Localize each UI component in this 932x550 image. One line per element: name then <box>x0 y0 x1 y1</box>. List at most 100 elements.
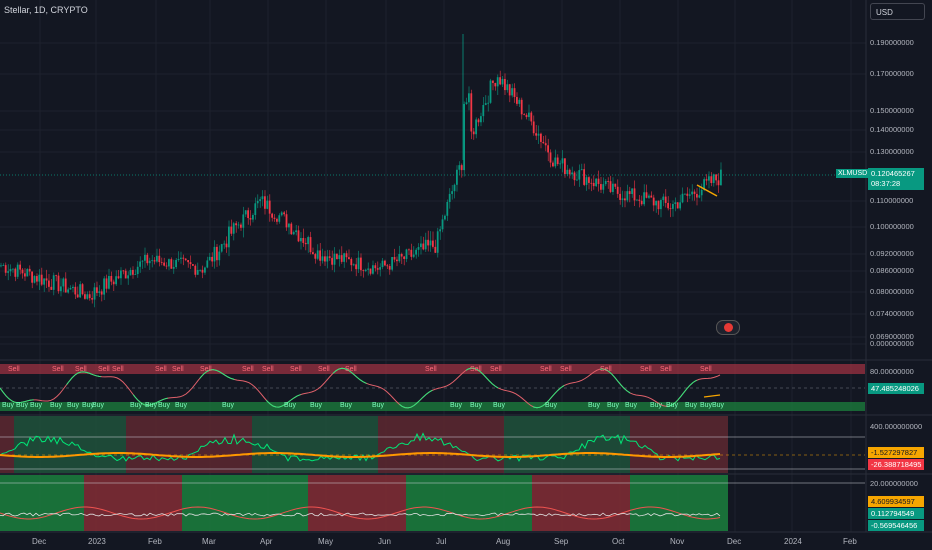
sell-signal-label: Sell <box>262 366 274 373</box>
osc2-bg-block <box>98 416 112 473</box>
sell-signal-label: Sell <box>98 366 110 373</box>
osc3-bg-block <box>630 475 644 531</box>
candle-body <box>513 88 516 97</box>
candle-body <box>482 104 485 117</box>
candle-body <box>619 193 621 200</box>
candle-body <box>120 270 122 279</box>
candle-body <box>624 198 626 201</box>
time-axis-label: Mar <box>202 537 216 546</box>
osc3-bg-block <box>504 475 518 531</box>
sell-signal-label: Sell <box>425 366 437 373</box>
osc3-bg-block <box>574 475 588 531</box>
tradingview-logo-icon[interactable] <box>716 320 740 335</box>
osc2-bg-block <box>378 416 392 473</box>
candle-body <box>592 182 595 187</box>
candle-body <box>261 196 264 200</box>
candle-body <box>88 294 91 299</box>
candle-body <box>144 254 146 261</box>
osc2-bg-block <box>238 416 252 473</box>
candle-body <box>588 177 590 183</box>
candle-body <box>607 180 609 182</box>
candle-body <box>374 265 377 269</box>
candle-body <box>516 96 518 104</box>
candle-body <box>266 200 269 209</box>
candle-body <box>348 257 350 259</box>
candle-body <box>259 199 261 201</box>
buy-signal-label: Buy <box>67 402 80 409</box>
candle-body <box>696 193 698 198</box>
candle-body <box>602 184 605 190</box>
candle-body <box>254 203 257 216</box>
candle-body <box>396 259 398 262</box>
osc3-bg-block <box>378 475 392 531</box>
currency-button[interactable]: USD <box>870 3 925 20</box>
candle-body <box>326 256 329 262</box>
candle-body <box>645 192 648 198</box>
candle-body <box>508 84 511 96</box>
osc2-bg-block <box>518 416 532 473</box>
candle-body <box>650 195 653 198</box>
candle-body <box>168 259 170 267</box>
candle-body <box>148 260 151 264</box>
osc2-bg-block <box>84 416 98 473</box>
candle-body <box>331 257 333 265</box>
time-axis-label: Aug <box>496 537 511 546</box>
candle-body <box>357 257 360 270</box>
buy-signal-label: Buy <box>2 402 15 409</box>
candle-body <box>9 268 12 272</box>
sell-signal-label: Sell <box>242 366 254 373</box>
osc2-level: 400.000000000 <box>870 422 923 431</box>
osc3-bg-block <box>686 475 700 531</box>
candle-body <box>561 158 564 164</box>
osc3-bg-block <box>588 475 602 531</box>
buy-signal-label: Buy <box>493 402 506 409</box>
buy-signal-label: Buy <box>175 402 188 409</box>
price-axis-label: 0.100000000 <box>870 222 914 231</box>
candle-body <box>686 193 689 196</box>
candle-body <box>220 244 223 252</box>
candle-body <box>691 191 693 195</box>
candle-body <box>672 203 674 209</box>
candle-body <box>235 223 237 226</box>
candle-body <box>321 256 324 261</box>
candle-body <box>285 214 288 228</box>
candle-body <box>199 269 201 271</box>
candle-body <box>96 287 98 293</box>
candle-body <box>300 237 302 242</box>
candle-body <box>693 191 696 194</box>
candle-body <box>681 193 684 203</box>
candle-body <box>604 180 607 185</box>
osc2-value2: -26.388718495 <box>868 459 924 470</box>
candle-body <box>504 78 506 91</box>
time-axis-label: 2024 <box>784 537 802 546</box>
candle-body <box>307 237 309 245</box>
candle-body <box>600 184 602 190</box>
osc2-bg-block <box>700 416 714 473</box>
candle-body <box>283 212 285 215</box>
candle-body <box>372 265 374 274</box>
osc3-bg-block <box>238 475 252 531</box>
candle-body <box>187 260 189 263</box>
osc3-bg-block <box>560 475 574 531</box>
candle-body <box>122 270 125 272</box>
osc3-bg-block <box>308 475 322 531</box>
osc2-bg-block <box>322 416 336 473</box>
candle-body <box>184 258 187 261</box>
candle-body <box>638 199 641 201</box>
candle-body <box>31 271 33 283</box>
sell-signal-label: Sell <box>155 366 167 373</box>
candle-body <box>338 255 341 259</box>
sell-signal-label: Sell <box>200 366 212 373</box>
buy-signal-label: Buy <box>340 402 353 409</box>
osc3-value1: 4.609934597 <box>868 496 924 507</box>
candle-body <box>494 82 497 87</box>
candle-body <box>79 284 81 298</box>
osc2-bg-block <box>574 416 588 473</box>
candle-body <box>182 257 185 259</box>
candle-body <box>103 278 105 295</box>
osc3-bg-block <box>546 475 560 531</box>
candle-body <box>232 223 235 234</box>
candle-body <box>470 93 473 132</box>
candle-body <box>345 253 348 258</box>
